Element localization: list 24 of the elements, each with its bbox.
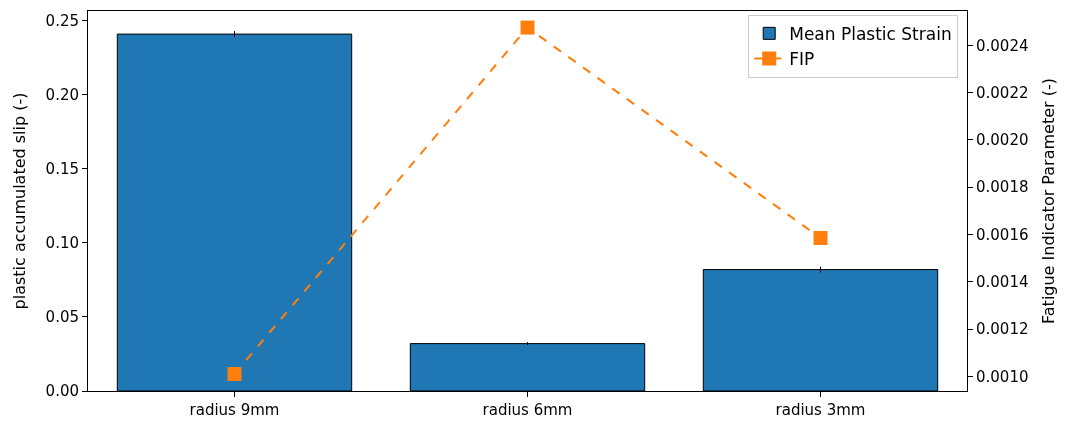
x-tick-label: radius 3mm — [775, 401, 866, 419]
y2-tick-label: 0.0016 — [976, 225, 1029, 244]
y-axis-title: plastic accumulated slip (-) — [10, 92, 30, 310]
legend-label: Mean Plastic Strain — [789, 23, 952, 44]
y-tick-label: 0.10 — [45, 234, 79, 253]
y-tick-label: 0.25 — [45, 12, 79, 31]
y-tick-label: 0.20 — [45, 86, 79, 105]
y2-tick-label: 0.0022 — [976, 83, 1029, 102]
y2-tick-label: 0.0024 — [976, 36, 1029, 55]
x-tick-label: radius 9mm — [189, 401, 280, 419]
x-tick-label: radius 6mm — [482, 401, 573, 419]
y2-tick-label: 0.0010 — [976, 367, 1029, 386]
legend-label: FIP — [789, 49, 815, 70]
y-tick-label: 0.00 — [45, 382, 79, 401]
y2-tick-label: 0.0018 — [976, 178, 1029, 197]
y2-axis-title: Fatigue Indicator Parameter (-) — [1039, 78, 1059, 324]
point — [227, 366, 242, 381]
point — [813, 231, 828, 246]
y2-tick-label: 0.0014 — [976, 273, 1029, 291]
point — [520, 20, 535, 35]
y2-tick-label: 0.0020 — [976, 131, 1029, 150]
y2-tick-label: 0.0012 — [976, 320, 1029, 339]
y-tick-label: 0.05 — [45, 308, 79, 327]
y-tick-label: 0.15 — [45, 160, 79, 179]
